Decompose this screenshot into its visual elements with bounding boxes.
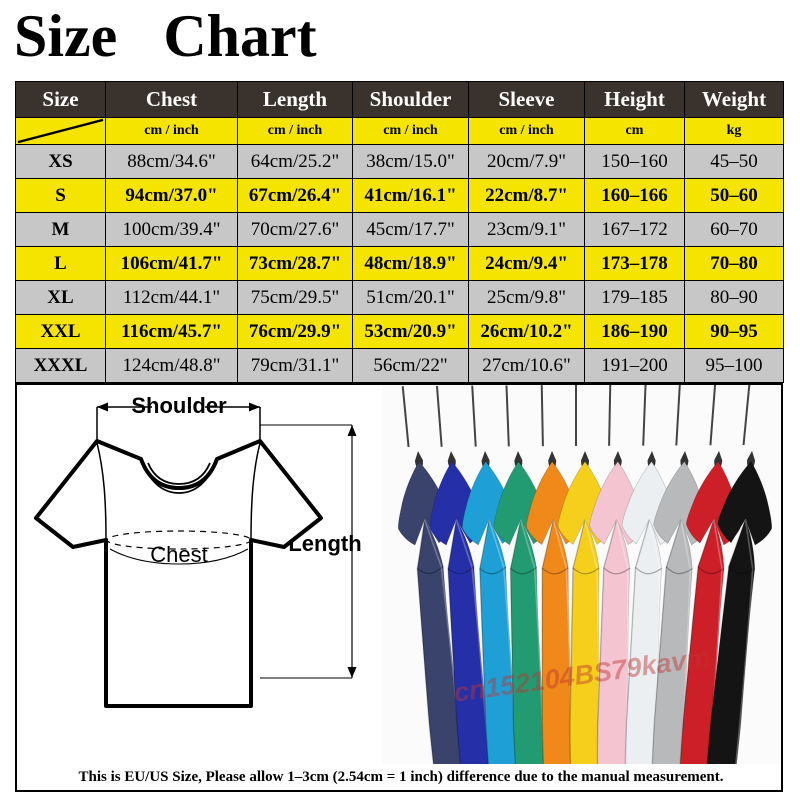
svg-text:Shoulder: Shoulder	[131, 396, 227, 418]
svg-text:Chest: Chest	[150, 542, 207, 567]
